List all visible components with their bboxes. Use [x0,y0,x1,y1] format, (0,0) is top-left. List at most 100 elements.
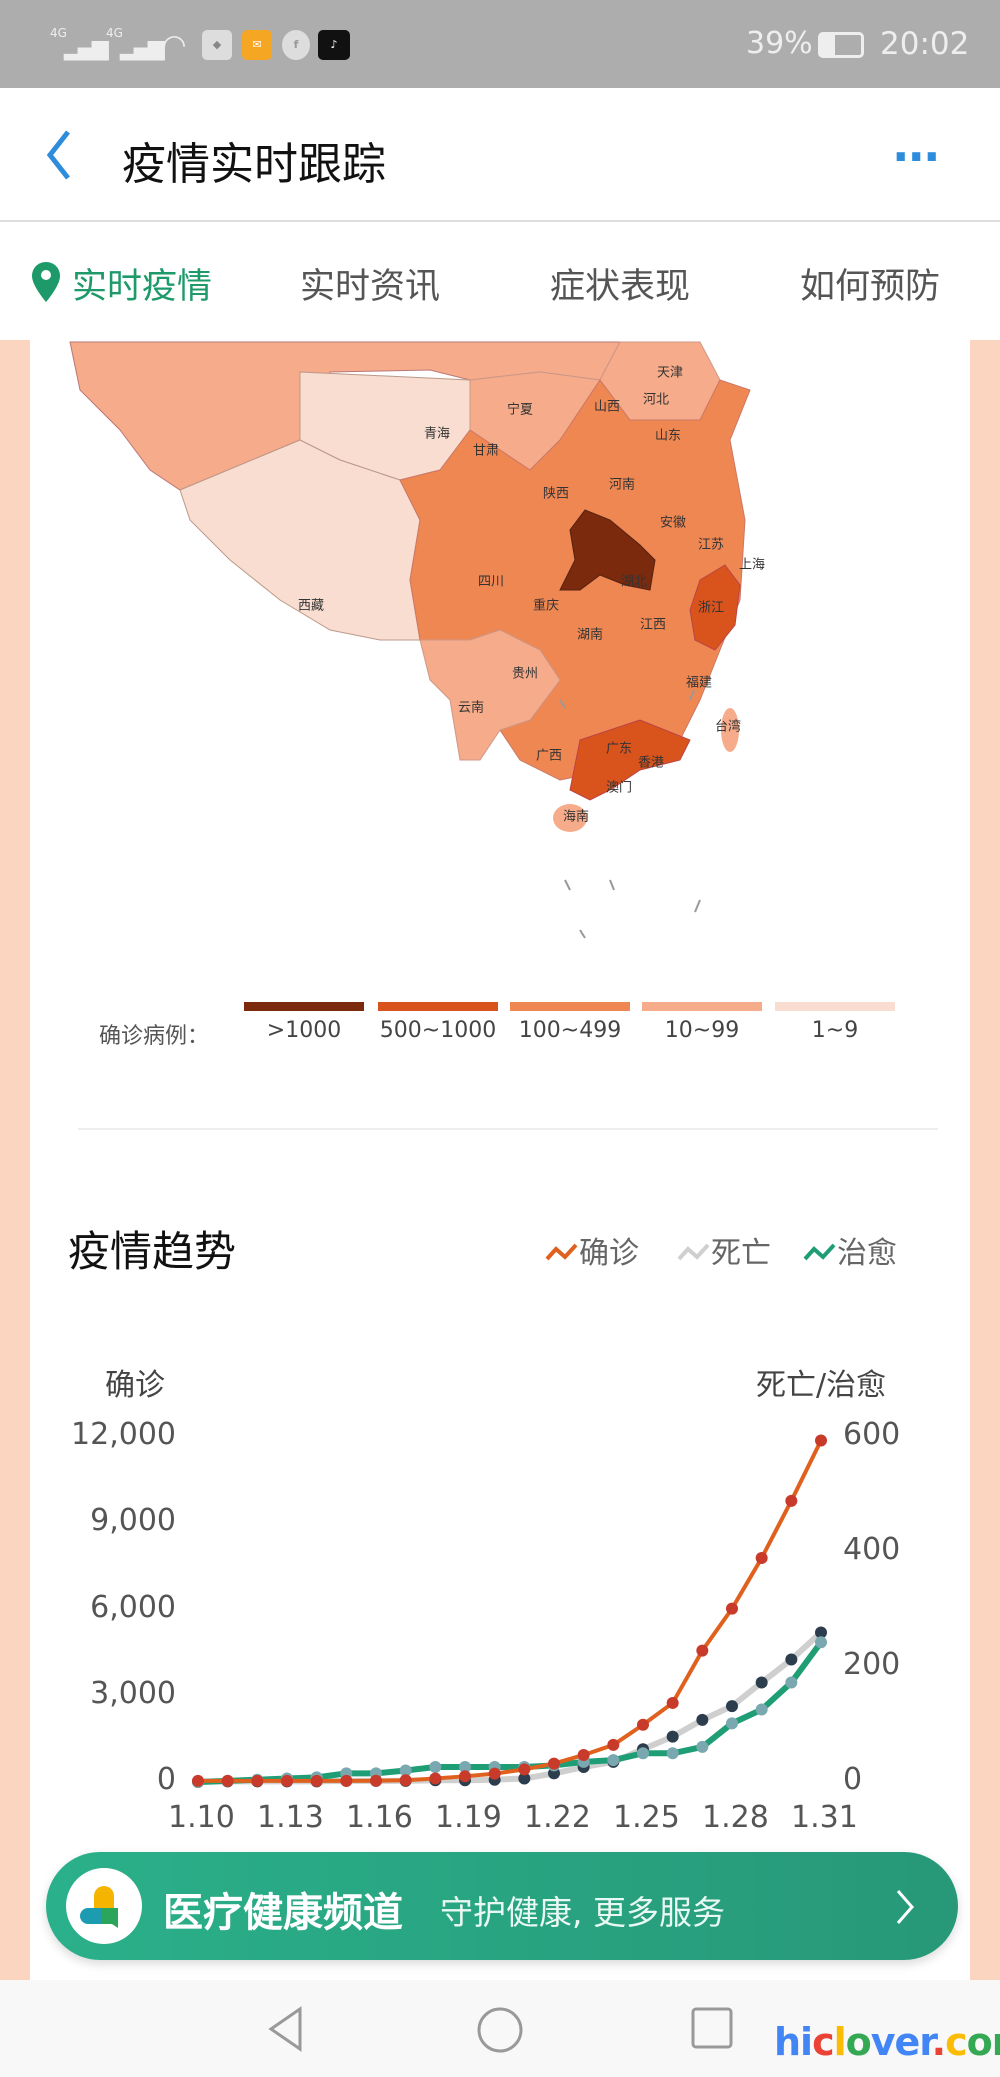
nav-back-icon[interactable] [266,2006,306,2052]
map-label-province: 甘肃 [472,443,500,459]
map-label-province: 四川 [477,574,505,590]
legend-label: >1000 [266,1018,342,1043]
nav-home-icon[interactable] [476,2006,524,2054]
map-label-province: 海南 [562,809,590,825]
data-point [548,1757,560,1770]
map-label-province: 山东 [654,428,682,444]
signal-4g-2-icon: 4G [106,26,123,40]
banner-title: 医疗健康频道 [163,1890,403,1936]
right-tick-label: 600 [843,1417,901,1452]
region-taiwan [721,708,739,752]
x-tick-label: 1.31 [791,1800,858,1835]
trend-chart [192,1434,827,1788]
data-point [815,1636,827,1649]
trend-legend-item[interactable]: 确诊 [545,1228,639,1272]
mail-icon: ✉ [242,30,272,60]
map-label-province: 台湾 [714,719,742,735]
legend-line-icon [803,1243,836,1261]
data-point [340,1774,353,1787]
x-tick-label: 1.22 [524,1800,591,1835]
data-point [607,1738,620,1751]
map-label-province: 江西 [639,617,667,633]
right-tick-label: 400 [843,1532,901,1567]
battery-percent: 39% [746,26,813,61]
legend-swatch [775,1002,895,1011]
data-point [815,1626,827,1639]
map-label-province: 陕西 [542,486,570,502]
health-channel-logo-icon [66,1868,142,1944]
data-point [755,1676,768,1689]
data-point [251,1774,264,1787]
right-tick-label: 0 [843,1762,863,1797]
right-tick-label: 200 [843,1647,901,1682]
china-map[interactable] [0,0,1000,960]
map-label-province: 重庆 [532,598,560,614]
map-label-province: 西藏 [297,598,325,614]
region-southwest [419,629,561,761]
map-label-province: 安徽 [659,515,687,531]
status-bar: 4G ▂▄▆ 4G ▂▄▆ ◠ ◆ ✉ f ♪ 39% 20:02 [0,0,1000,88]
region-hubei [559,509,656,591]
signal-4g-1-icon: 4G [50,26,67,40]
legend-label: 100~499 [518,1018,622,1043]
data-point [666,1747,679,1760]
data-point [726,1717,738,1730]
right-axis-title: 死亡/治愈 [756,1368,887,1403]
legend-swatch [510,1002,630,1011]
x-tick-label: 1.25 [613,1800,680,1835]
map-label-province: 福建 [685,675,713,691]
health-channel-banner[interactable]: 医疗健康频道 守护健康, 更多服务 [46,1852,958,1960]
page-border-right [970,340,1000,1980]
wifi-icon: ◠ [162,28,187,61]
legend-label: 500~1000 [379,1018,497,1043]
map-label-province: 天津 [656,365,684,381]
data-point [488,1767,501,1780]
data-point [192,1774,204,1787]
data-point [755,1552,768,1565]
data-point [399,1764,412,1777]
app-icon: ◆ [202,30,232,60]
left-tick-label: 6,000 [90,1589,176,1625]
map-label-province: 河南 [608,477,636,493]
back-chevron-icon[interactable] [42,128,76,182]
map-label-province: 宁夏 [506,402,534,418]
data-point [666,1730,679,1743]
signal-bars-icon: ▂▄▆ [120,36,165,61]
data-point [459,1770,471,1783]
legend-swatch [244,1002,364,1011]
legend-label: 10~99 [664,1018,740,1043]
trend-legend-item[interactable]: 治愈 [803,1228,897,1272]
trend-legend-item[interactable]: 死亡 [677,1228,771,1272]
tab-realtime-epidemic[interactable]: 实时疫情 [72,267,213,307]
more-menu-icon[interactable]: ... [892,118,940,172]
map-label-province: 青海 [423,426,451,442]
data-point [726,1602,738,1615]
watermark: hiclover.com [774,2020,1000,2064]
data-point [785,1494,798,1507]
region-zhejiang [689,564,741,651]
clock: 20:02 [880,26,970,62]
chevron-right-icon [896,1890,914,1924]
data-point [696,1644,709,1657]
data-point [785,1676,798,1689]
map-label-province: 江苏 [697,537,725,553]
tab-prevention[interactable]: 如何预防 [800,267,941,307]
tab-realtime-news[interactable]: 实时资讯 [300,267,441,307]
data-point [429,1772,442,1785]
series-line-2 [197,1640,824,1785]
tab-symptoms[interactable]: 症状表现 [550,267,691,307]
data-point [815,1434,827,1447]
map-label-province: 山西 [593,399,621,415]
x-tick-label: 1.19 [435,1800,502,1835]
trend-legend-label: 确诊 [579,1236,639,1271]
data-point [518,1763,531,1776]
x-tick-label: 1.13 [257,1800,324,1835]
banner-subtitle: 守护健康, 更多服务 [440,1893,725,1932]
nav-recents-icon[interactable] [690,2006,734,2050]
data-point [577,1748,590,1761]
section-divider [78,1128,938,1130]
map-label-province: 云南 [457,700,485,716]
data-point [726,1700,738,1713]
signal-bars-icon: ▂▄▆ [64,36,109,61]
x-tick-label: 1.28 [702,1800,769,1835]
